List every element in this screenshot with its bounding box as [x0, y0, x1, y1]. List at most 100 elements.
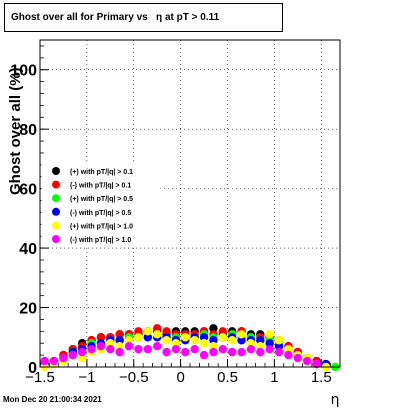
- series-6: [40, 341, 321, 369]
- legend-entry: (+) with pT/|q| > 1.0: [70, 223, 133, 230]
- x-tick-label: 1.5: [311, 369, 332, 386]
- data-point: [143, 333, 153, 342]
- data-point: [124, 341, 134, 351]
- series-layer: [40, 324, 340, 372]
- data-point: [274, 347, 284, 357]
- x-tick-label: −1.5: [25, 369, 55, 386]
- data-point: [115, 330, 124, 339]
- data-point: [302, 356, 312, 366]
- legend-marker: [52, 235, 60, 243]
- data-point: [115, 336, 124, 345]
- data-point: [284, 350, 293, 360]
- data-point: [274, 336, 284, 345]
- x-tick-label: 1: [270, 369, 278, 386]
- data-point: [293, 353, 303, 363]
- data-point: [152, 324, 162, 333]
- data-point: [209, 341, 218, 351]
- y-axis: 0 20 40 60 80 100: [10, 45, 49, 377]
- data-point: [227, 347, 237, 357]
- y-tick-label: 100: [10, 63, 37, 80]
- x-tick-label: 0: [176, 369, 184, 386]
- data-point: [115, 341, 124, 351]
- data-point: [256, 347, 265, 357]
- legend-marker: [52, 221, 60, 230]
- data-point: [237, 330, 246, 339]
- data-point: [209, 324, 218, 333]
- data-point: [227, 336, 237, 345]
- data-point: [181, 347, 190, 357]
- data-point: [115, 347, 124, 357]
- data-point: [68, 350, 78, 360]
- data-point: [209, 347, 218, 357]
- data-point: [96, 341, 106, 351]
- data-point: [218, 344, 228, 354]
- data-point: [199, 350, 209, 360]
- data-point: [162, 336, 171, 345]
- data-point: [152, 330, 162, 339]
- data-point: [312, 359, 321, 369]
- y-axis-title: Ghost over all (%): [7, 67, 24, 195]
- chart-title: Ghost over all for Primary vs η at pT > …: [4, 3, 283, 32]
- data-point: [106, 339, 115, 348]
- data-point: [190, 336, 199, 345]
- data-point: [134, 344, 143, 354]
- legend-entry: (+) with pT/|q| > 0.5: [70, 196, 133, 203]
- data-point: [256, 336, 265, 345]
- legend-entry: (-) with pT/|q| > 1.0: [70, 237, 131, 244]
- x-axis: −1.5 −1 −0.5 0 0.5 1 1.5: [25, 359, 341, 386]
- legend-entry: (+) with pT/|q| > 0.1: [70, 169, 133, 176]
- data-point: [143, 327, 153, 336]
- data-point: [77, 353, 87, 363]
- timestamp: Mon Dec 20 21:00:34 2021: [3, 395, 102, 404]
- data-point: [209, 336, 218, 345]
- legend-box: [41, 162, 161, 246]
- legend: (+) with pT/|q| > 0.1 (-) with pT/|q| > 0…: [41, 162, 161, 246]
- data-point: [96, 333, 106, 342]
- data-point: [199, 339, 209, 348]
- data-point: [265, 330, 274, 339]
- data-point: [256, 341, 265, 351]
- data-point: [284, 344, 293, 354]
- x-tick-label: 0.5: [217, 369, 238, 386]
- legend-marker: [52, 167, 60, 175]
- data-point: [218, 327, 228, 336]
- data-point: [190, 344, 199, 354]
- data-point: [162, 347, 171, 357]
- legend-marker: [52, 194, 60, 203]
- data-point: [134, 327, 143, 336]
- y-tick-label: 20: [19, 301, 37, 318]
- data-point: [171, 339, 181, 348]
- data-point: [143, 344, 153, 354]
- data-point: [181, 333, 190, 342]
- y-tick-label: 60: [19, 182, 37, 199]
- data-point: [218, 333, 228, 342]
- data-point: [171, 344, 181, 354]
- y-tick-label: 80: [19, 122, 37, 139]
- y-tick-label: 40: [19, 241, 37, 258]
- data-point: [237, 336, 246, 345]
- data-point: [134, 333, 143, 342]
- data-point: [265, 339, 274, 348]
- data-point: [49, 356, 59, 366]
- data-point: [59, 353, 68, 363]
- x-tick-label: −1: [78, 369, 95, 386]
- y-tick-label: 0: [28, 360, 37, 377]
- legend-marker: [52, 180, 60, 189]
- x-axis-title: η: [331, 392, 340, 408]
- data-point: [237, 347, 246, 357]
- data-point: [246, 344, 256, 354]
- data-point: [124, 336, 134, 345]
- data-point: [162, 327, 171, 336]
- legend-entry: (-) with pT/|q| > 0.1: [70, 183, 131, 190]
- data-point: [77, 347, 87, 357]
- x-tick-label: −0.5: [119, 369, 149, 386]
- data-point: [87, 344, 96, 354]
- legend-marker: [52, 207, 60, 216]
- legend-entry: (-) with pT/|q| > 0.5: [70, 210, 131, 217]
- data-point: [106, 344, 115, 354]
- data-point: [265, 344, 274, 354]
- data-point: [199, 333, 209, 342]
- data-point: [152, 341, 162, 351]
- data-point: [40, 356, 49, 366]
